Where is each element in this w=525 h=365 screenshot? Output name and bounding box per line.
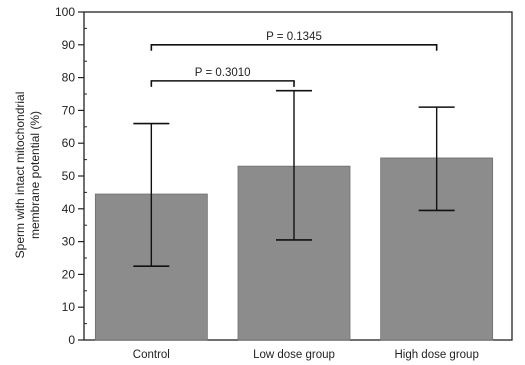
x-tick-label: Low dose group xyxy=(253,349,335,361)
x-tick-label: High dose group xyxy=(394,349,478,361)
y-axis-title-line1: Sperm with intact mitochondrial xyxy=(13,92,27,259)
x-tick-label: Control xyxy=(133,349,170,361)
y-axis-title: Sperm with intact mitochondrial membrane… xyxy=(13,92,42,259)
y-tick-label: 0 xyxy=(68,333,75,347)
y-tick-label: 30 xyxy=(62,235,76,249)
y-tick-label: 20 xyxy=(62,267,76,281)
significance-bracket xyxy=(150,80,295,87)
p-value-label: P = 0.1345 xyxy=(266,31,322,43)
y-tick-label: 10 xyxy=(62,300,76,314)
y-tick-label: 90 xyxy=(62,38,76,52)
y-tick-label: 70 xyxy=(62,103,76,117)
y-axis-title-line2: membrane potential (%) xyxy=(28,111,42,239)
y-tick-label: 60 xyxy=(62,136,76,150)
p-value-label: P = 0.3010 xyxy=(195,67,251,79)
y-tick-label: 40 xyxy=(62,202,76,216)
significance-bracket xyxy=(150,44,438,51)
y-tick-label: 100 xyxy=(55,5,75,19)
y-tick-label: 50 xyxy=(62,169,76,183)
y-tick-label: 80 xyxy=(62,71,76,85)
